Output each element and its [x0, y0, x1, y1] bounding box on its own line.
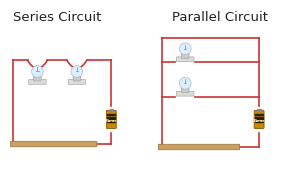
FancyBboxPatch shape [34, 76, 41, 81]
FancyBboxPatch shape [73, 76, 81, 81]
FancyBboxPatch shape [254, 110, 264, 128]
FancyBboxPatch shape [181, 53, 189, 58]
Text: Parallel Circuit: Parallel Circuit [172, 11, 268, 24]
Bar [107, 114, 116, 115]
Bar [257, 109, 261, 111]
FancyBboxPatch shape [68, 79, 86, 84]
Circle shape [179, 43, 191, 55]
FancyBboxPatch shape [181, 88, 189, 93]
FancyBboxPatch shape [177, 57, 194, 62]
Circle shape [31, 66, 43, 77]
Text: Durac: Durac [106, 119, 117, 123]
Text: Series Circuit: Series Circuit [13, 11, 101, 24]
Text: Durac: Durac [253, 119, 265, 123]
Bar [255, 117, 263, 119]
Bar [255, 121, 263, 122]
FancyBboxPatch shape [29, 79, 46, 84]
FancyBboxPatch shape [158, 144, 240, 150]
Circle shape [71, 66, 83, 77]
FancyBboxPatch shape [177, 91, 194, 96]
FancyBboxPatch shape [106, 110, 116, 128]
Bar [110, 109, 113, 111]
FancyBboxPatch shape [11, 141, 97, 147]
Circle shape [179, 77, 191, 89]
Bar [255, 114, 263, 115]
Bar [107, 117, 116, 119]
Bar [107, 121, 116, 122]
